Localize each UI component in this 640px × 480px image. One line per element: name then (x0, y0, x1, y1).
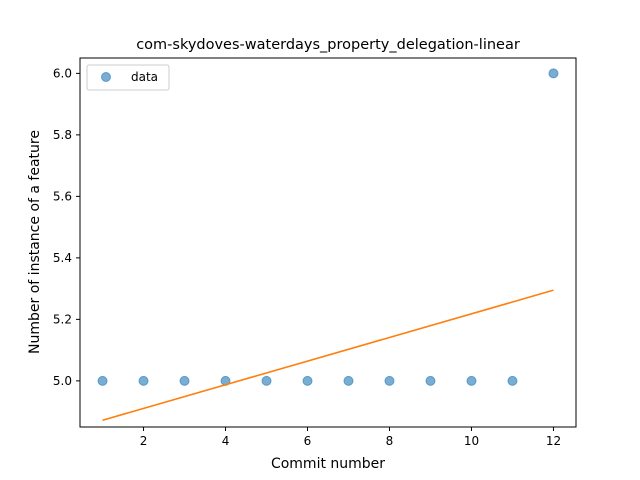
y-tick-label: 5.4 (53, 251, 72, 265)
data-point (384, 375, 395, 386)
y-tick-label: 5.0 (53, 374, 72, 388)
data-point (138, 375, 149, 386)
x-tick-label: 2 (140, 434, 148, 448)
fit-line (102, 289, 554, 422)
plot-frame (79, 57, 577, 428)
data-point (548, 68, 559, 79)
legend-label-data: data (131, 70, 158, 84)
x-axis-label: Commit number (271, 456, 385, 472)
x-tick-label: 10 (464, 434, 479, 448)
data-point (179, 375, 190, 386)
data-point (97, 375, 108, 386)
data-point (507, 375, 518, 386)
y-axis: 5.0 5.2 5.4 5.6 5.8 6.0 (53, 66, 80, 388)
y-tick-label: 5.6 (53, 189, 72, 203)
legend: data (86, 64, 170, 91)
chart-title: com-skydoves-waterdays_property_delegati… (136, 37, 520, 53)
legend-marker (101, 72, 111, 82)
x-tick-label: 6 (304, 434, 312, 448)
data-point (466, 375, 477, 386)
x-tick-label: 12 (546, 434, 561, 448)
y-tick-label: 6.0 (53, 66, 72, 80)
data-point (261, 375, 272, 386)
x-tick-label: 4 (222, 434, 230, 448)
y-tick-label: 5.8 (53, 128, 72, 142)
x-tick-label: 8 (386, 434, 394, 448)
legend-box (86, 64, 170, 91)
data-point (425, 375, 436, 386)
data-point (343, 375, 354, 386)
y-axis-label: Number of instance of a feature (27, 130, 43, 354)
y-tick-label: 5.2 (53, 312, 72, 326)
data-point (302, 375, 313, 386)
plot-area (97, 68, 559, 422)
x-axis: 2 4 6 8 10 12 (140, 427, 561, 448)
